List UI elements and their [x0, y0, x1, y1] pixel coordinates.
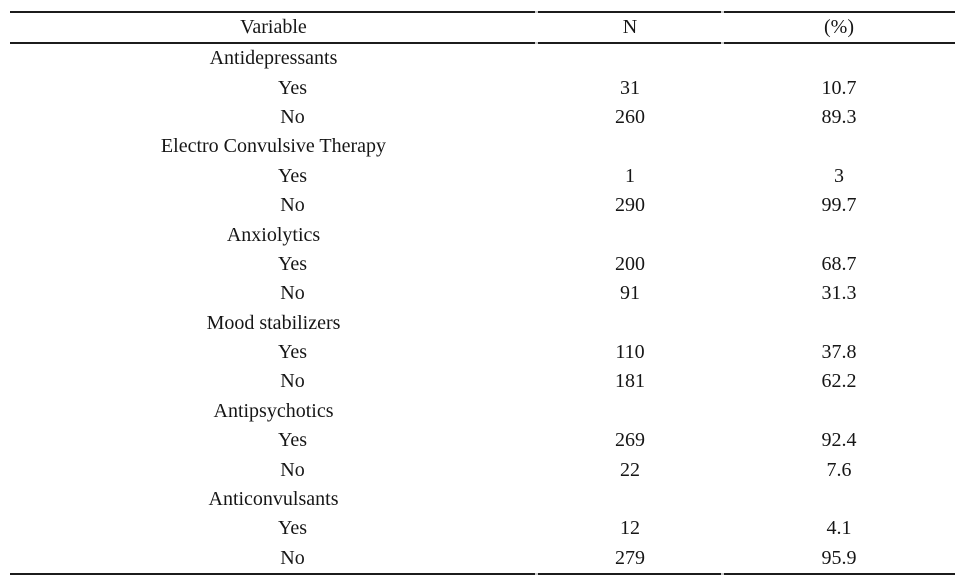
variable-item-label: No: [280, 105, 305, 128]
n-value: 260: [615, 105, 645, 128]
percent-value: 10.7: [821, 76, 857, 99]
table-body: Antidepressants Yes 31 10.7 No 260 89.3 Electro…: [10, 44, 955, 575]
variable-item-label: Yes: [277, 164, 308, 187]
variable-category-label: Anxiolytics: [226, 223, 321, 246]
rule-break-header-2: [721, 42, 724, 44]
table-row: No 181 62.2: [10, 367, 955, 396]
percent-value: 89.3: [821, 105, 857, 128]
percent-value: 92.4: [821, 429, 857, 452]
table-row-category: Antipsychotics: [10, 397, 955, 426]
table-row: No 22 7.6: [10, 455, 955, 484]
table-row: Yes 110 37.8: [10, 338, 955, 367]
table-row: Yes 200 68.7: [10, 250, 955, 279]
percent-value: 37.8: [821, 341, 857, 364]
table-row: No 279 95.9: [10, 544, 955, 573]
table-row-category: Mood stabilizers: [10, 309, 955, 338]
table-row-category: Electro Convulsive Therapy: [10, 132, 955, 161]
n-value: 22: [620, 458, 640, 481]
variable-item-label: Yes: [277, 341, 308, 364]
variable-category-label: Antidepressants: [209, 47, 338, 70]
variable-category-label: Mood stabilizers: [206, 311, 341, 334]
n-value: 181: [615, 370, 645, 393]
column-header-variable: Variable: [240, 16, 307, 38]
table-row: No 91 31.3: [10, 279, 955, 308]
variable-item-label: Yes: [277, 429, 308, 452]
n-value: 279: [615, 546, 645, 569]
n-value: 12: [620, 517, 640, 540]
percent-value: 95.9: [821, 546, 857, 569]
n-value: 110: [615, 341, 645, 364]
table-row-category: Antidepressants: [10, 44, 955, 73]
column-header-percent: (%): [824, 16, 854, 38]
variable-item-label: No: [280, 370, 305, 393]
variable-category-label: Antipsychotics: [213, 399, 334, 422]
variable-category-label: Electro Convulsive Therapy: [160, 135, 387, 158]
variable-item-label: No: [280, 282, 305, 305]
percent-value: 4.1: [826, 517, 852, 540]
percent-value: 3: [834, 164, 844, 187]
variable-item-label: Yes: [277, 517, 308, 540]
table-row: Yes 31 10.7: [10, 73, 955, 102]
n-value: 200: [615, 252, 645, 275]
n-value: 269: [615, 429, 645, 452]
variable-category-label: Anticonvulsants: [208, 488, 339, 511]
column-header-n: N: [622, 16, 638, 38]
variable-item-label: No: [280, 546, 305, 569]
rule-break-header-1: [535, 42, 538, 44]
variable-item-label: No: [280, 458, 305, 481]
table-row: Yes 269 92.4: [10, 426, 955, 455]
table-row-category: Anxiolytics: [10, 220, 955, 249]
percent-value: 31.3: [821, 282, 857, 305]
table-row: Yes 12 4.1: [10, 514, 955, 543]
variable-item-label: Yes: [277, 76, 308, 99]
table-row-category: Anticonvulsants: [10, 485, 955, 514]
variable-item-label: No: [280, 194, 305, 217]
n-value: 290: [615, 194, 645, 217]
percent-value: 62.2: [821, 370, 857, 393]
percent-value: 68.7: [821, 252, 857, 275]
n-value: 91: [620, 282, 640, 305]
rule-break-top-2: [721, 11, 724, 13]
percent-value: 99.7: [821, 194, 857, 217]
variable-item-label: Yes: [277, 252, 308, 275]
table-row: No 260 89.3: [10, 103, 955, 132]
table-row: No 290 99.7: [10, 191, 955, 220]
table-row: Yes 1 3: [10, 162, 955, 191]
rule-break-bottom-1: [535, 573, 538, 575]
rule-break-bottom-2: [721, 573, 724, 575]
percent-value: 7.6: [826, 458, 852, 481]
n-value: 1: [625, 164, 635, 187]
n-value: 31: [620, 76, 640, 99]
rule-break-top-1: [535, 11, 538, 13]
treatments-table: Variable N (%) Antidepressants Yes 31 10.7 N…: [10, 11, 955, 575]
table-header-row: Variable N (%): [10, 13, 955, 44]
